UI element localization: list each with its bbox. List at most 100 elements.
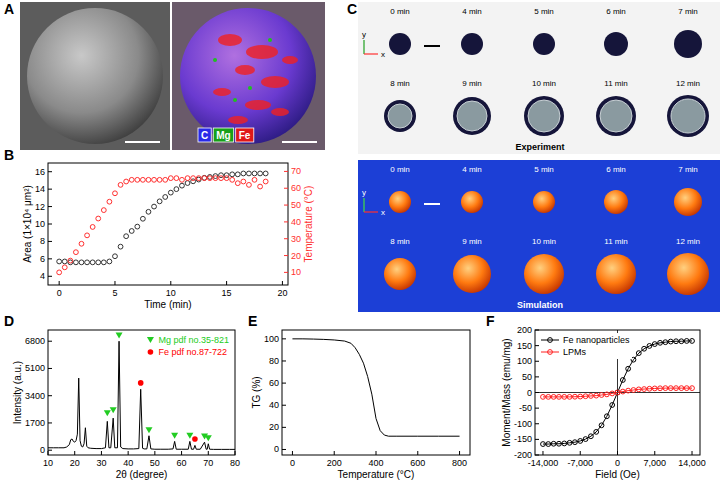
marker xyxy=(578,439,583,444)
eds-mg-area xyxy=(248,86,252,90)
tick-label: 100 xyxy=(517,356,532,366)
marker xyxy=(573,440,578,445)
scale-bar xyxy=(282,141,317,143)
experiment-image xyxy=(358,2,720,154)
marker xyxy=(224,176,229,181)
tick xyxy=(282,405,286,406)
tick-label: -200 xyxy=(514,450,532,460)
scale-bar xyxy=(424,45,440,47)
panel-letter: A xyxy=(4,1,14,17)
marker xyxy=(157,177,162,182)
tick xyxy=(417,451,418,455)
simulated-droplet xyxy=(384,258,416,290)
marker xyxy=(674,386,679,391)
marker xyxy=(68,258,73,263)
marker xyxy=(594,393,599,398)
tick-label: -14,000 xyxy=(528,458,559,468)
time-label: 8 min xyxy=(390,237,410,246)
eds-legend-box xyxy=(213,128,233,142)
row-title: Simulation xyxy=(517,300,563,310)
tick-label: 80 xyxy=(230,458,240,468)
marker xyxy=(252,177,257,182)
eds-fe-area xyxy=(213,88,231,96)
tick-label: 600 xyxy=(410,458,425,468)
marker xyxy=(258,184,263,189)
tick-label: 20 xyxy=(269,422,279,432)
panel-letter: B xyxy=(4,147,14,163)
tick-label: 0 xyxy=(57,288,62,298)
marker xyxy=(583,394,588,399)
marker xyxy=(626,388,631,393)
series-line xyxy=(543,388,692,397)
tick xyxy=(542,451,543,455)
marker xyxy=(636,351,641,356)
marker xyxy=(186,433,193,439)
tick-label: 1700 xyxy=(25,418,45,428)
tick xyxy=(114,281,115,285)
tick-label: 0 xyxy=(274,444,279,454)
marker xyxy=(230,172,235,177)
droplet xyxy=(533,33,555,55)
eds-fe-area xyxy=(282,56,298,64)
tick-label: 50 xyxy=(291,200,301,210)
time-label: 0 min xyxy=(390,165,410,174)
tick xyxy=(48,189,52,190)
marker xyxy=(690,339,695,344)
marker xyxy=(583,437,588,442)
marker xyxy=(174,187,179,192)
marker xyxy=(185,176,190,181)
tick-label: 15 xyxy=(222,288,232,298)
droplet xyxy=(461,33,483,55)
marker xyxy=(118,244,123,249)
eds-fe-area xyxy=(218,34,242,46)
simulated-droplet xyxy=(596,254,636,294)
eds-fe-area xyxy=(271,108,289,116)
tick xyxy=(580,451,581,455)
tick xyxy=(48,241,52,242)
legend-marker xyxy=(548,338,553,343)
tick-label: 40 xyxy=(269,400,279,410)
marker xyxy=(146,209,151,214)
simulated-droplet xyxy=(667,253,709,295)
marker xyxy=(140,216,145,221)
marker xyxy=(610,391,615,396)
tick xyxy=(101,451,102,455)
tick xyxy=(284,272,288,273)
marker xyxy=(247,171,252,176)
marker xyxy=(129,229,134,234)
tick xyxy=(282,281,283,285)
simulation-image xyxy=(358,160,720,312)
tick-label: 80 xyxy=(269,356,279,366)
marker xyxy=(85,233,90,238)
marker xyxy=(658,386,663,391)
time-label: 10 min xyxy=(532,79,556,88)
legend-label: Mg pdf no.35-821 xyxy=(158,335,229,345)
marker xyxy=(196,176,201,181)
tick xyxy=(334,451,335,455)
tick xyxy=(292,451,293,455)
plot-frame xyxy=(48,163,288,285)
marker xyxy=(219,176,224,181)
marker xyxy=(252,171,257,176)
time-label: 9 min xyxy=(462,237,482,246)
eds-legend-label: Mg xyxy=(216,130,230,141)
legend-marker xyxy=(548,350,553,355)
tick-label: -150 xyxy=(514,434,532,444)
tick-label: 20 xyxy=(70,458,80,468)
tick xyxy=(181,451,182,455)
eds-mg-area xyxy=(213,58,217,62)
tick-label: 200 xyxy=(517,325,532,335)
tick-label: 400 xyxy=(368,458,383,468)
tick xyxy=(284,255,288,256)
marker xyxy=(679,339,684,344)
marker xyxy=(658,340,663,345)
marker xyxy=(230,177,235,182)
eds-mg-area xyxy=(268,38,272,42)
simulated-droplet xyxy=(524,254,564,294)
eds-legend-label: C xyxy=(201,130,208,141)
marker xyxy=(57,259,62,264)
plot-frame xyxy=(535,330,700,455)
tick-label: 14 xyxy=(35,184,45,194)
axis-arrow xyxy=(363,198,364,212)
marker xyxy=(235,172,240,177)
